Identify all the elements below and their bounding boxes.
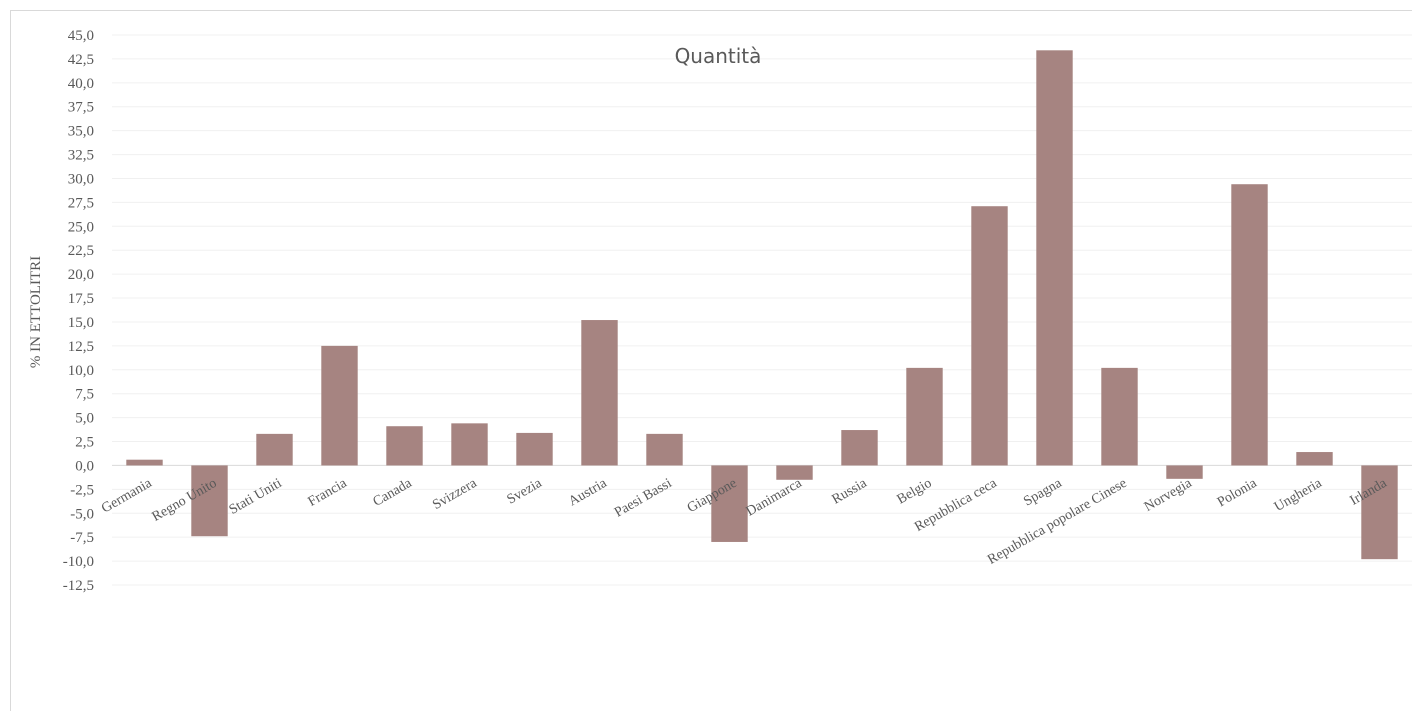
bar — [1036, 50, 1073, 466]
bar — [776, 465, 813, 480]
y-tick-label: 40,0 — [68, 76, 94, 92]
bar — [1101, 367, 1138, 466]
bar — [581, 320, 618, 466]
chart-frame — [10, 10, 1412, 711]
y-tick-label: 45,0 — [68, 28, 94, 44]
y-axis-ticks: -12,5 -10,0 -7,5 -5,0 -2,5 0,0 2,5 5,0 7,5 10,0 12… — [63, 28, 94, 594]
bar — [711, 465, 748, 542]
x-tick-label: Francia — [306, 476, 351, 510]
y-tick-label: 30,0 — [68, 171, 94, 187]
x-tick-label: Polonia — [1215, 476, 1260, 511]
bar — [841, 430, 878, 466]
y-tick-label: 32,5 — [68, 148, 94, 164]
y-tick-label: -5,0 — [70, 506, 94, 522]
x-tick-label: Stati Uniti — [227, 476, 285, 518]
y-axis-label: % IN ETTOLITRI — [28, 256, 44, 368]
y-tick-label: 12,5 — [68, 339, 94, 355]
x-tick-label: Austria — [566, 476, 610, 510]
y-tick-label: 27,5 — [68, 195, 94, 211]
bar — [1166, 465, 1203, 479]
y-tick-label: 10,0 — [68, 363, 94, 379]
y-tick-label: -10,0 — [63, 554, 94, 570]
bar — [1231, 184, 1268, 466]
y-tick-label: 15,0 — [68, 315, 94, 331]
x-tick-label: Svizzera — [430, 476, 480, 513]
x-tick-label: Germania — [99, 476, 155, 517]
y-tick-label: 0,0 — [75, 458, 94, 474]
bar — [126, 459, 163, 466]
y-tick-label: 5,0 — [75, 411, 94, 427]
bar — [386, 426, 423, 466]
y-tick-label: 35,0 — [68, 124, 94, 140]
y-tick-label: 17,5 — [68, 291, 94, 307]
x-tick-label: Spagna — [1021, 476, 1065, 510]
bar — [971, 206, 1008, 466]
bar — [906, 367, 943, 466]
chart-title: Quantità — [675, 44, 762, 68]
x-tick-label: Svezia — [505, 476, 545, 508]
y-tick-label: 42,5 — [68, 52, 94, 68]
bar — [321, 345, 358, 466]
bar — [516, 432, 553, 466]
x-tick-label: Ungheria — [1272, 476, 1325, 515]
y-tick-label: -2,5 — [70, 482, 94, 498]
x-tick-label: Canada — [371, 476, 416, 510]
bars-layer — [126, 50, 1398, 560]
x-tick-label: Norvegia — [1142, 476, 1195, 515]
y-tick-label: 7,5 — [75, 387, 94, 403]
bar — [1361, 465, 1398, 560]
x-tick-label: Russia — [830, 476, 871, 508]
bar — [191, 465, 228, 537]
bar — [256, 433, 293, 466]
y-tick-label: -7,5 — [70, 530, 94, 546]
top-strip — [0, 0, 1412, 10]
y-tick-label: 2,5 — [75, 435, 94, 451]
x-tick-label: Belgio — [895, 476, 935, 508]
bar — [1296, 452, 1333, 466]
y-tick-label: -12,5 — [63, 578, 94, 594]
y-tick-label: 25,0 — [68, 219, 94, 235]
y-tick-label: 22,5 — [68, 243, 94, 259]
x-tick-label: Paesi Bassi — [612, 476, 674, 521]
bar — [451, 423, 488, 466]
y-tick-label: 37,5 — [68, 100, 94, 116]
y-tick-label: 20,0 — [68, 267, 94, 283]
bar — [646, 433, 683, 466]
